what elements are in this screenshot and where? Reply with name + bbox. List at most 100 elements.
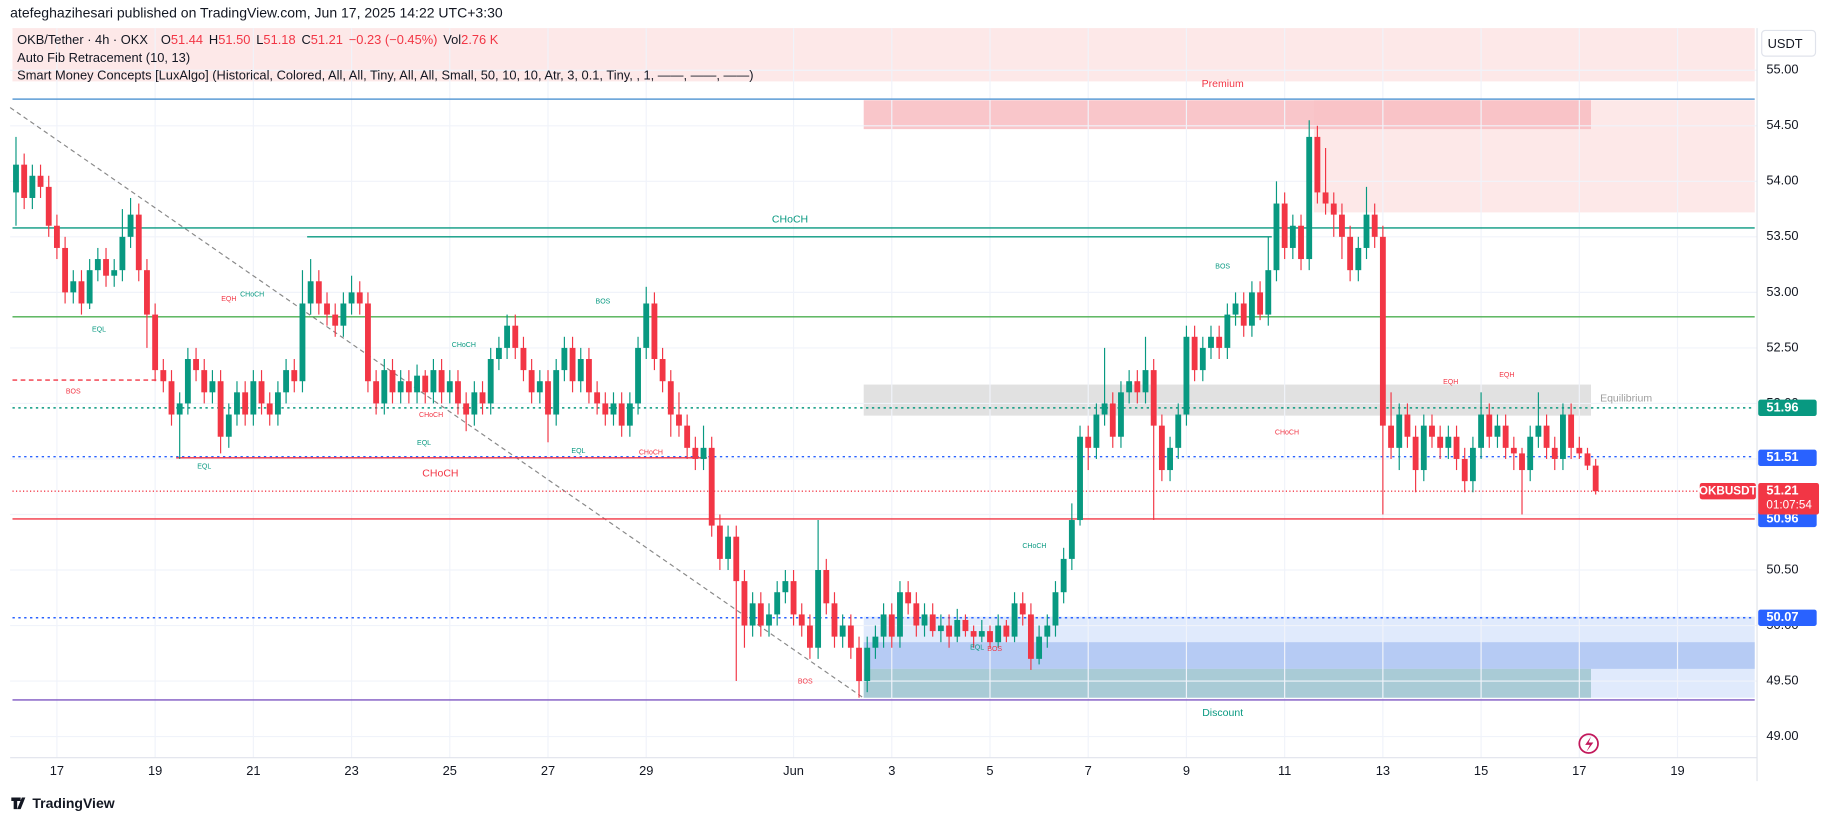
ohlc-key: O bbox=[161, 32, 171, 47]
candle-body bbox=[1322, 192, 1329, 204]
flash-icon[interactable] bbox=[1578, 733, 1599, 754]
last-price: 51.21 bbox=[1766, 483, 1798, 498]
candle-body bbox=[929, 614, 936, 632]
candle-body bbox=[1298, 225, 1304, 260]
candle-body bbox=[127, 214, 134, 237]
candle-body bbox=[381, 370, 388, 404]
candle-body bbox=[70, 281, 77, 293]
overlay: PremiumEquilibriumDiscountCHoCHCHoCHBOSE… bbox=[12, 78, 1755, 719]
candle-body bbox=[1453, 436, 1460, 459]
candle-body bbox=[766, 614, 772, 626]
candle-body bbox=[1551, 447, 1558, 459]
candle-body bbox=[1240, 303, 1247, 326]
candle-body bbox=[1289, 225, 1296, 248]
candle-body bbox=[749, 603, 756, 626]
brand: TradingView bbox=[32, 795, 114, 811]
candle-body bbox=[193, 359, 199, 371]
candle-body bbox=[757, 603, 764, 626]
x-tick-label: 29 bbox=[639, 763, 653, 778]
candle-body bbox=[1216, 336, 1223, 348]
candle-body bbox=[1093, 414, 1100, 448]
symbol-box bbox=[1699, 482, 1756, 500]
candle-body bbox=[659, 359, 666, 382]
annotation: Discount bbox=[1202, 707, 1243, 719]
candle-body bbox=[692, 447, 699, 459]
candle-body bbox=[266, 403, 273, 415]
symbol: OKB/Tether · 4h · OKX bbox=[17, 32, 148, 47]
axis-unit: USDT bbox=[1768, 36, 1803, 51]
candle-body bbox=[1199, 347, 1206, 371]
annotation: BOS bbox=[1215, 263, 1230, 270]
candle-body bbox=[217, 381, 224, 437]
y-tick-label: 49.00 bbox=[1766, 728, 1798, 743]
countdown: 01:07:54 bbox=[1766, 498, 1812, 511]
candle-body bbox=[1478, 414, 1485, 448]
candle-body bbox=[209, 381, 216, 393]
candle-body bbox=[103, 259, 109, 276]
candle-body bbox=[176, 403, 183, 415]
ohlc-key: L bbox=[256, 32, 263, 47]
candle-body bbox=[798, 614, 805, 626]
x-tick-label: 17 bbox=[1572, 763, 1586, 778]
candle-body bbox=[315, 281, 322, 304]
zone bbox=[12, 28, 1755, 82]
x-tick-label: 27 bbox=[541, 763, 555, 778]
y-tick-label: 53.00 bbox=[1766, 284, 1798, 299]
candle-body bbox=[676, 414, 682, 426]
candle-body bbox=[463, 403, 470, 415]
candle-body bbox=[520, 347, 527, 371]
candle-body bbox=[1142, 370, 1149, 393]
price-label-box bbox=[1758, 399, 1817, 417]
candle-body bbox=[487, 359, 494, 404]
ohlc-value: 51.44 bbox=[171, 32, 203, 47]
candle-body bbox=[1445, 436, 1452, 448]
candle-body bbox=[348, 292, 355, 304]
annotation: Premium bbox=[1202, 78, 1244, 90]
price-label-box bbox=[1758, 510, 1817, 528]
annotation: Equilibrium bbox=[1600, 393, 1652, 405]
indicator: Smart Money Concepts [LuxAlgo] (Historic… bbox=[17, 67, 753, 82]
candle-body bbox=[184, 359, 191, 404]
candle-body bbox=[62, 247, 69, 293]
y-tick-label: 52.50 bbox=[1766, 339, 1798, 354]
plot-area bbox=[10, 28, 1758, 758]
candle-body bbox=[1158, 425, 1165, 471]
candle-body bbox=[397, 381, 404, 393]
annotation: BOS bbox=[66, 389, 81, 396]
candle-body bbox=[1208, 336, 1214, 348]
candle-body bbox=[577, 359, 584, 382]
candle-body bbox=[29, 175, 36, 198]
candle-body bbox=[831, 603, 838, 637]
candle-body bbox=[626, 403, 633, 426]
candle-body bbox=[1535, 425, 1542, 437]
candle-body bbox=[45, 186, 52, 226]
candle-body bbox=[847, 625, 854, 648]
candle-body bbox=[741, 581, 748, 626]
candle-body bbox=[1003, 625, 1010, 637]
candle-body bbox=[1118, 392, 1124, 437]
candle-body bbox=[610, 403, 617, 415]
candle-body bbox=[905, 592, 912, 604]
candle-body bbox=[667, 381, 674, 415]
candle-body bbox=[1077, 436, 1083, 521]
candle-body bbox=[152, 314, 159, 371]
candle-body bbox=[1347, 236, 1354, 271]
candle-body bbox=[815, 570, 822, 648]
y-tick-label: 54.00 bbox=[1766, 173, 1798, 188]
candle-body bbox=[643, 303, 650, 348]
zone bbox=[863, 642, 1755, 669]
candle-body bbox=[1060, 558, 1067, 593]
candle-body bbox=[970, 631, 977, 637]
candle-body bbox=[872, 636, 879, 648]
candle-body bbox=[283, 370, 290, 393]
candle-body bbox=[512, 325, 519, 348]
candle-body bbox=[1044, 625, 1051, 637]
candle-body bbox=[913, 603, 920, 626]
ohlc-key: H bbox=[209, 32, 218, 47]
candle-body bbox=[561, 347, 568, 371]
candle-body bbox=[1396, 414, 1403, 448]
candle-body bbox=[864, 647, 871, 682]
candle-body bbox=[733, 536, 740, 582]
candle-body bbox=[725, 536, 732, 559]
candle-body bbox=[602, 403, 609, 415]
